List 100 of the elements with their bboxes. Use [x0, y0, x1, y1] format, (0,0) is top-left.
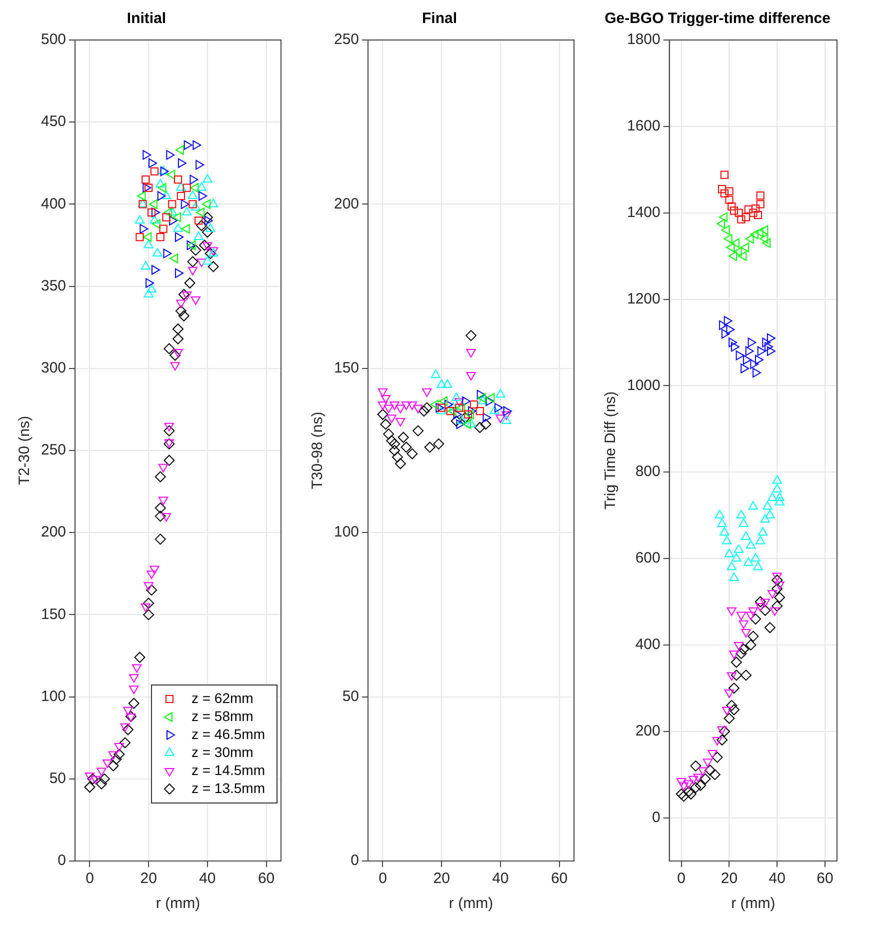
point: [774, 492, 784, 502]
point: [398, 432, 409, 443]
point: [760, 514, 770, 523]
point: [728, 338, 738, 348]
point: [494, 402, 503, 413]
point: [146, 284, 156, 293]
x-tick-label: 60: [550, 870, 568, 888]
point: [196, 182, 206, 191]
point: [125, 711, 136, 722]
point: [169, 216, 178, 226]
point: [192, 140, 202, 150]
point: [764, 622, 776, 634]
point: [738, 620, 748, 629]
point: [176, 300, 186, 308]
point: [712, 752, 723, 763]
point: [148, 158, 158, 168]
point: [476, 407, 484, 416]
point: [496, 414, 506, 424]
point: [721, 329, 730, 339]
point: [396, 418, 406, 426]
point: [766, 333, 776, 343]
point: [704, 764, 716, 776]
point: [144, 240, 154, 248]
point: [745, 346, 754, 356]
y-tick-label: 0: [350, 852, 360, 870]
point: [159, 224, 168, 233]
point: [718, 212, 728, 222]
point: [150, 566, 160, 574]
point: [202, 212, 213, 223]
point: [720, 170, 728, 179]
point: [433, 438, 444, 450]
point: [762, 238, 771, 248]
point: [401, 402, 412, 410]
point: [164, 425, 175, 436]
point: [430, 400, 439, 410]
point: [110, 754, 122, 765]
point: [736, 612, 746, 620]
point: [456, 419, 465, 430]
x-tick-label: 60: [258, 870, 275, 888]
point: [745, 234, 754, 244]
point: [734, 208, 743, 217]
legend-label: z = 14.5mm: [191, 762, 266, 778]
point: [204, 216, 213, 226]
point: [386, 414, 396, 424]
point: [756, 200, 764, 208]
y-tick-label: 600: [635, 550, 660, 567]
point: [161, 190, 172, 199]
point: [180, 199, 190, 210]
point: [716, 734, 728, 746]
point: [158, 182, 166, 193]
point: [726, 700, 738, 711]
point: [178, 310, 190, 322]
point: [772, 600, 783, 612]
point: [702, 758, 713, 768]
point: [750, 359, 759, 369]
point: [698, 767, 708, 776]
point: [678, 782, 689, 791]
y-tick-label: 200: [635, 722, 660, 740]
point: [768, 492, 778, 502]
point: [158, 496, 168, 506]
point: [774, 496, 784, 506]
point: [722, 536, 732, 544]
y-tick-label: 0: [58, 852, 66, 870]
point: [760, 225, 768, 235]
point: [757, 346, 766, 356]
y-tick-label: 1600: [626, 118, 660, 135]
point: [737, 215, 746, 224]
y-axis-title: T30-98 (ns): [309, 412, 326, 490]
point: [466, 348, 476, 358]
point: [749, 208, 758, 217]
point: [436, 406, 446, 414]
point: [450, 415, 462, 426]
point: [380, 394, 391, 404]
point: [164, 422, 174, 432]
point: [736, 350, 744, 360]
point: [743, 354, 752, 365]
point: [142, 150, 152, 160]
point: [202, 226, 213, 238]
point: [460, 412, 471, 424]
point: [746, 540, 756, 549]
point: [187, 256, 198, 268]
point: [744, 205, 752, 214]
point: [182, 206, 192, 216]
point: [424, 442, 436, 453]
point: [718, 726, 730, 737]
point: [725, 187, 734, 196]
x-axis-title: r (mm): [156, 895, 200, 912]
point: [132, 664, 142, 673]
point: [176, 182, 186, 191]
y-tick-label: 1000: [626, 376, 660, 394]
y-tick-label: 100: [334, 524, 360, 541]
x-axis-title: r (mm): [448, 895, 494, 912]
point: [708, 750, 718, 758]
point: [175, 305, 186, 316]
point: [175, 268, 184, 278]
point: [462, 419, 472, 430]
point: [87, 773, 98, 784]
point: [172, 323, 184, 334]
point: [206, 223, 216, 232]
point: [164, 208, 172, 218]
